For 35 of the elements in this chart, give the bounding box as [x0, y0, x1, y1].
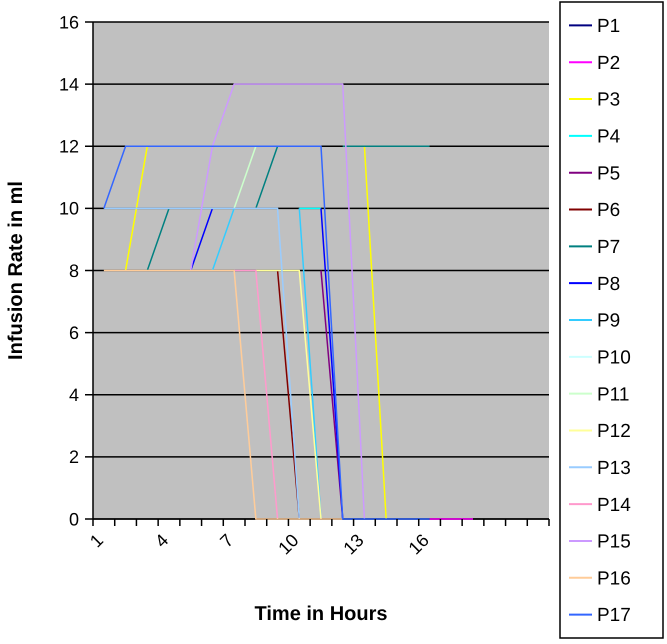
y-tick-label: 6: [68, 322, 79, 343]
legend-label: P1: [597, 16, 620, 38]
legend-label: P2: [597, 52, 620, 74]
legend-label: P15: [597, 532, 631, 553]
x-tick-label: 10: [274, 530, 303, 558]
legend-label: P5: [597, 163, 620, 184]
y-tick-label: 14: [58, 74, 79, 94]
y-tick-label: 16: [58, 12, 79, 32]
y-tick-label: 8: [68, 260, 79, 281]
y-tick-label: 0: [68, 509, 79, 530]
x-tick-label: 16: [404, 530, 433, 558]
y-tick-label: 4: [68, 385, 79, 406]
legend-label: P13: [597, 458, 631, 479]
legend-label: P10: [597, 347, 631, 368]
legend-label: P11: [597, 384, 630, 406]
y-tick-label: 12: [58, 136, 79, 157]
legend-label: P6: [597, 200, 620, 222]
legend-label: P7: [597, 237, 620, 258]
x-axis-title: Time in Hours: [254, 603, 388, 625]
y-axis-title: Infusion Rate in ml: [5, 181, 27, 360]
legend-label: P16: [597, 568, 631, 590]
x-tick-label: 13: [339, 530, 368, 558]
legend-label: P14: [597, 494, 632, 516]
legend-label: P12: [597, 421, 631, 442]
legend-label: P4: [597, 126, 621, 148]
legend-label: P17: [597, 605, 631, 626]
x-tick-label: 1: [86, 530, 108, 552]
y-tick-label: 2: [68, 447, 79, 468]
x-tick-label: 4: [151, 530, 172, 552]
y-tick-label: 10: [58, 198, 79, 219]
line-series: [190, 83, 366, 520]
legend-label: P3: [597, 90, 620, 111]
x-tick-label: 7: [216, 530, 238, 552]
legend-label: P8: [597, 274, 620, 295]
legend-label: P9: [597, 310, 620, 332]
